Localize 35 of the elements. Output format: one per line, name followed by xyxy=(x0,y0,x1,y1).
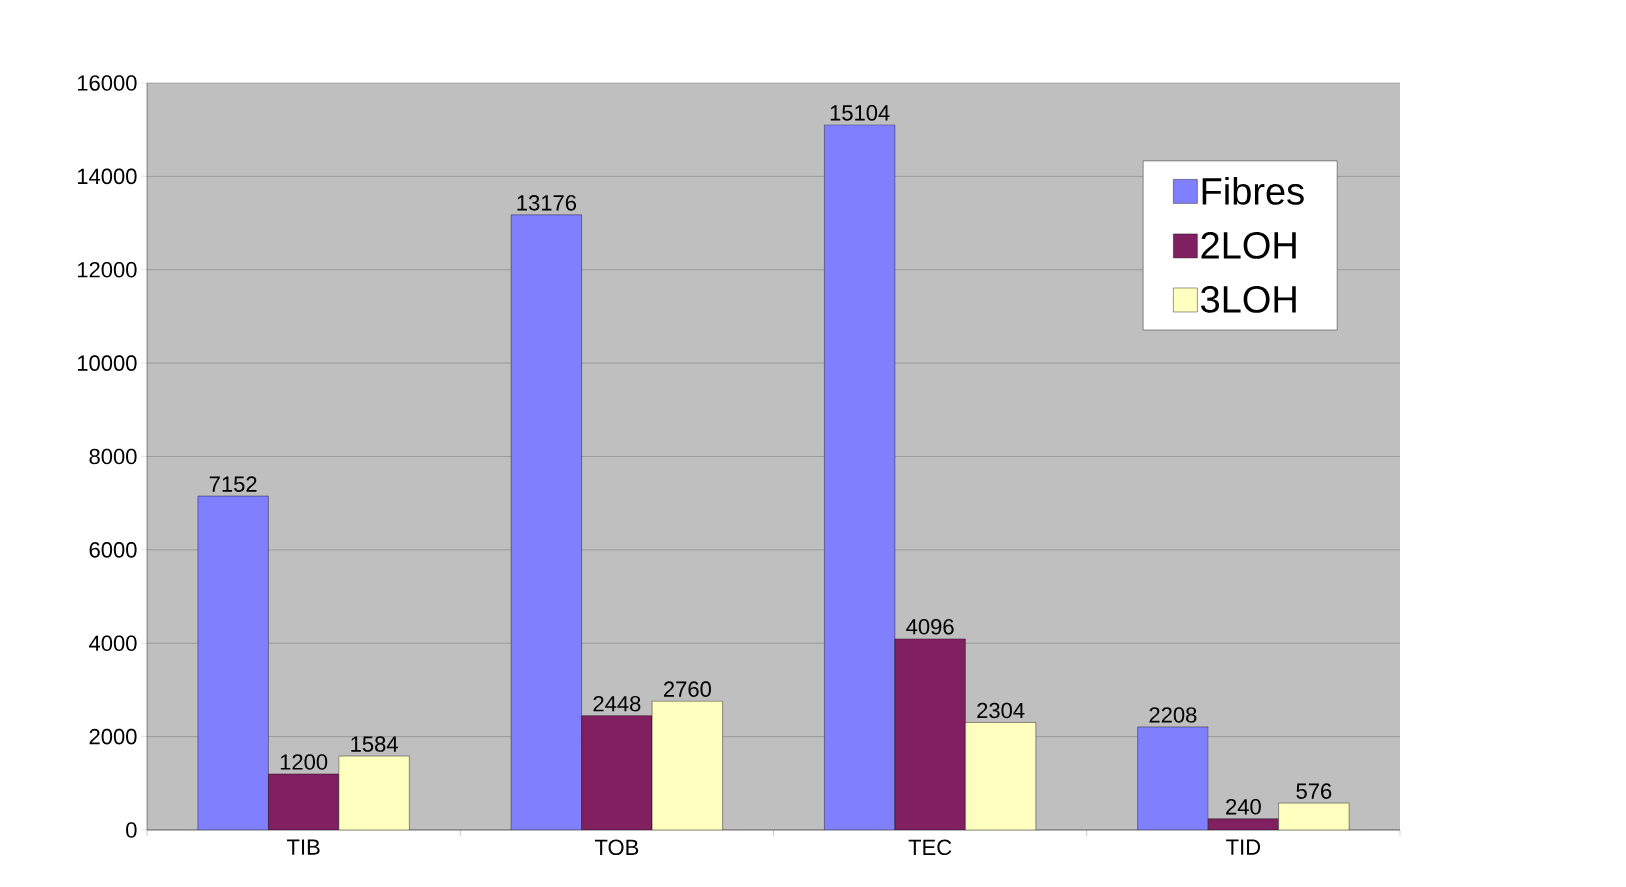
data-label: 576 xyxy=(1296,783,1332,799)
x-tick-label: TIB xyxy=(287,839,320,855)
x-tick-label: TOB xyxy=(594,839,639,856)
y-tick-label: 2000 xyxy=(89,728,137,745)
bar xyxy=(824,124,895,830)
data-label: 13176 xyxy=(517,195,577,211)
y-tick-label: 0 xyxy=(126,822,137,838)
y-tick-label: 14000 xyxy=(77,168,137,185)
data-label: 15104 xyxy=(830,105,890,121)
bar xyxy=(511,214,582,830)
data-label: 4096 xyxy=(906,618,954,635)
y-tick-label: 6000 xyxy=(89,542,137,558)
x-tick-label: TID xyxy=(1226,839,1261,855)
legend-label: 3LOH xyxy=(1201,285,1296,313)
y-tick-label: 16000 xyxy=(77,75,137,91)
legend-label: 2LOH xyxy=(1201,231,1296,259)
data-label: 2448 xyxy=(593,695,641,712)
y-tick-label: 8000 xyxy=(89,448,137,465)
data-label: 2208 xyxy=(1149,707,1197,723)
data-label: 1584 xyxy=(351,736,398,752)
data-label: 240 xyxy=(1226,799,1261,815)
bar xyxy=(268,773,339,830)
y-tick-label: 10000 xyxy=(77,355,137,371)
bar xyxy=(1137,726,1209,830)
data-label: 7152 xyxy=(209,476,257,492)
data-label: 2304 xyxy=(977,702,1025,719)
bar xyxy=(894,638,966,830)
x-tick-label: TEC xyxy=(908,839,952,856)
legend-label: Fibres xyxy=(1202,176,1304,205)
y-tick-label: 4000 xyxy=(89,635,137,652)
data-label: 1200 xyxy=(280,754,328,770)
bar xyxy=(581,715,653,830)
data-label: 2760 xyxy=(664,681,711,697)
y-tick-label: 12000 xyxy=(77,261,137,278)
bar xyxy=(197,496,269,830)
